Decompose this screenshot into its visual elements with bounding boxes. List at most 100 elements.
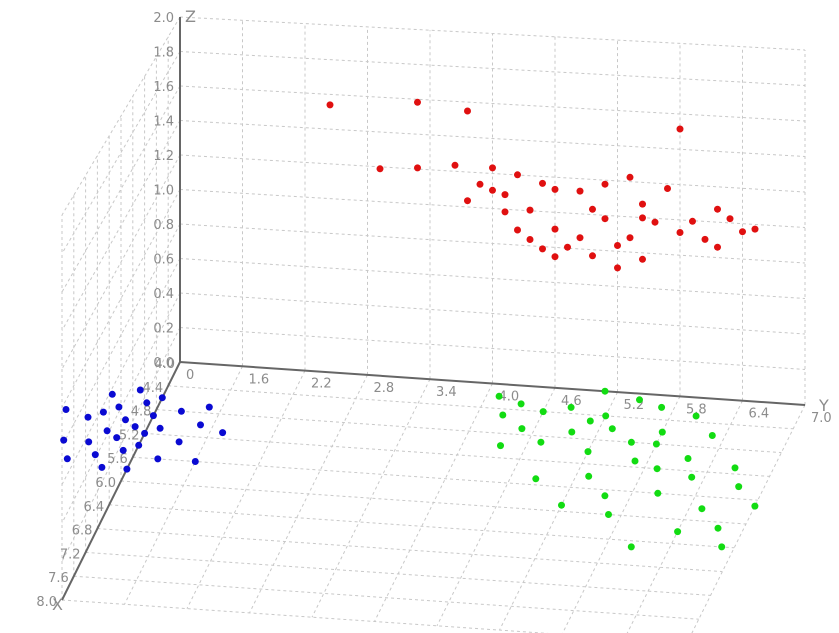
grid-line (85, 551, 711, 596)
data-point (131, 423, 139, 431)
y-tick-label: 0 (186, 368, 194, 383)
grid-layer (61, 16, 806, 633)
data-point (177, 407, 185, 415)
grid-line (179, 292, 806, 335)
data-point (567, 403, 575, 411)
data-point (692, 412, 700, 420)
y-tick-label: 4.6 (561, 394, 582, 409)
data-point (614, 242, 621, 249)
data-point (739, 228, 746, 236)
data-point (688, 473, 696, 481)
x-axis-line (61, 361, 181, 601)
y-tick-label: 5.8 (686, 402, 707, 417)
data-point (219, 429, 227, 437)
data-point (451, 161, 459, 169)
data-point (175, 438, 183, 446)
data-point (539, 245, 546, 253)
data-point (589, 205, 596, 213)
data-point (584, 448, 592, 456)
z-tick-label: 1.4 (153, 115, 174, 130)
z-tick-label: 1.0 (153, 184, 174, 199)
data-point (674, 528, 682, 536)
grid-line (179, 327, 806, 370)
data-point (99, 408, 107, 416)
data-point (123, 465, 131, 473)
y-axis-label: Y (818, 396, 829, 415)
data-point (627, 543, 635, 551)
grid-line (691, 404, 806, 633)
data-point (489, 164, 496, 172)
grid-line (179, 16, 806, 51)
data-point (501, 208, 509, 216)
data-point (122, 416, 129, 424)
z-tick-label: 0.2 (153, 322, 174, 337)
data-point (414, 98, 421, 106)
data-point (514, 171, 521, 179)
x-tick-label: 4.8 (131, 405, 152, 420)
z-tick-label: 0.0 (153, 356, 174, 371)
z-tick-label: 1.2 (153, 149, 174, 164)
grid-line (499, 391, 618, 631)
data-point (501, 191, 509, 199)
data-point (602, 412, 610, 420)
z-tick-label: 0.6 (153, 253, 174, 268)
data-point (601, 387, 609, 395)
data-point (576, 187, 584, 195)
data-point (639, 200, 646, 208)
data-point (601, 215, 609, 223)
data-point (664, 185, 671, 192)
grid-line (109, 504, 735, 549)
data-point (539, 179, 546, 187)
data-point (614, 264, 621, 272)
data-point (518, 425, 526, 433)
data-point (84, 413, 92, 421)
y-tick-label: 3.4 (436, 385, 457, 400)
z-tick-label: 1.6 (153, 80, 174, 95)
grid-line (156, 409, 782, 454)
data-point (689, 217, 696, 225)
data-point (532, 475, 540, 483)
x-tick-label: 4.4 (143, 381, 164, 396)
data-point (414, 164, 421, 172)
data-point (464, 197, 471, 205)
data-point (639, 255, 646, 263)
data-point (658, 403, 666, 411)
data-point (526, 236, 534, 243)
data-point (103, 427, 111, 435)
data-point (568, 428, 576, 436)
x-tick-label: 5.6 (107, 452, 128, 467)
data-point (627, 438, 635, 446)
data-point (91, 451, 99, 459)
grid-line (73, 575, 699, 620)
data-point (751, 225, 759, 233)
grid-line (61, 327, 181, 562)
tick-layer: 0.0 0.2 0.4 0.6 0.8 1.0 1.2 1.4 1.6 1.8 2.0 4.0 4.4 4… (36, 7, 831, 614)
data-point (326, 101, 334, 109)
x-tick-label: 6.8 (72, 524, 93, 539)
data-point (558, 501, 565, 509)
data-point (191, 458, 199, 465)
data-point (197, 421, 204, 429)
data-point (751, 502, 759, 510)
data-point (608, 425, 616, 433)
data-point (205, 403, 213, 411)
data-point (652, 440, 660, 448)
grid-line (61, 292, 181, 524)
x-tick-label: 5.2 (119, 428, 140, 443)
grid-line (186, 370, 306, 609)
y-tick-label: 2.2 (311, 377, 332, 392)
data-point (119, 446, 127, 454)
data-point (735, 483, 743, 491)
data-point (85, 438, 93, 446)
grid-line (132, 456, 758, 501)
data-point (537, 438, 545, 446)
grid-line (61, 599, 549, 633)
data-point (626, 173, 634, 181)
y-tick-label: 4.0 (499, 390, 520, 405)
grid-line (179, 154, 806, 193)
data-point (136, 386, 144, 394)
data-point (113, 434, 121, 442)
data-point (143, 399, 151, 407)
data-point (601, 180, 609, 188)
